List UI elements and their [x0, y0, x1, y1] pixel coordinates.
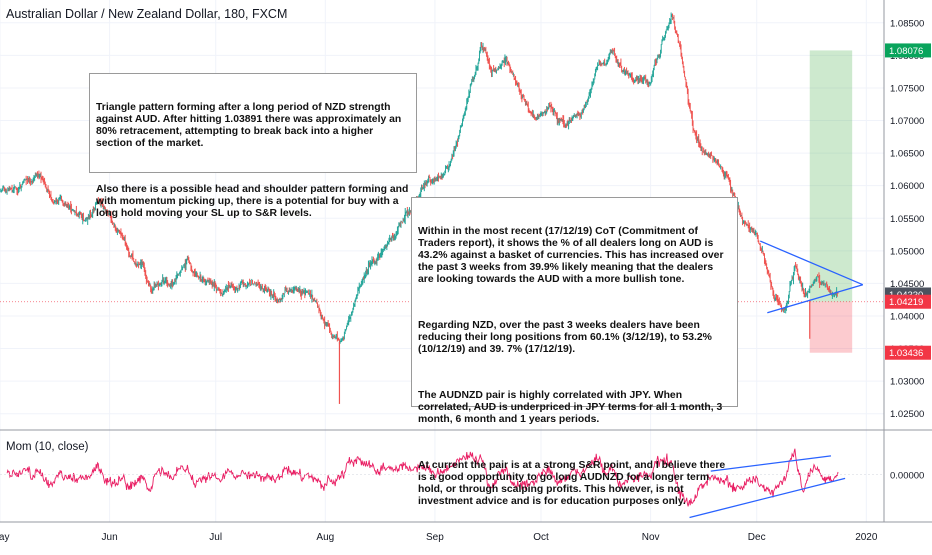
- momentum-tick-label: 0.00000: [890, 470, 924, 481]
- channel-upper-line[interactable]: [710, 455, 832, 472]
- time-axis[interactable]: May Jun Jul Aug Sep Oct Nov Dec 2020: [0, 532, 878, 543]
- long-position-tool[interactable]: [809, 50, 853, 353]
- channel-lower-line[interactable]: [689, 477, 846, 519]
- time-tick-label: Jul: [209, 532, 222, 543]
- momentum-axis[interactable]: 0.00000: [890, 470, 924, 481]
- note-paragraph: Triangle pattern forming after a long pe…: [96, 102, 405, 149]
- position-stop-zone[interactable]: [809, 301, 853, 353]
- price-badge: [885, 43, 931, 58]
- price-tick-label: 1.06500: [890, 149, 924, 160]
- position-target-zone[interactable]: [809, 50, 853, 302]
- momentum-indicator-label[interactable]: Mom (10, close): [6, 441, 89, 453]
- price-tick-label: 1.06000: [890, 181, 924, 192]
- price-tick-label: 1.07000: [890, 116, 924, 127]
- time-tick-label: Dec: [748, 532, 766, 543]
- chart-title: Australian Dollar / New Zealand Dollar, …: [6, 7, 287, 21]
- note-paragraph: Regarding NZD, over the past 3 weeks dea…: [418, 320, 715, 355]
- triangle-pattern[interactable]: [759, 240, 864, 314]
- time-tick-label: Oct: [533, 532, 549, 543]
- price-tick-label: 1.02500: [890, 409, 924, 420]
- time-tick-label: Nov: [642, 532, 660, 543]
- momentum-series: [0, 448, 884, 507]
- momentum-channel[interactable]: [689, 455, 846, 519]
- price-badge-label: 1.03436: [889, 348, 923, 359]
- note-paragraph: At current the pair is at a strong S&R p…: [418, 460, 729, 507]
- note-paragraph: Also there is a possible head and should…: [96, 184, 412, 219]
- price-tick-label: 1.03000: [890, 377, 924, 388]
- price-badge: [885, 345, 931, 360]
- note-paragraph: The AUDNZD pair is highly correlated wit…: [418, 390, 726, 425]
- note-paragraph: Within in the most recent (17/12/19) CoT…: [418, 226, 727, 285]
- time-tick-label: May: [0, 532, 9, 543]
- price-badge: [885, 294, 931, 309]
- price-tick-label: 1.07500: [890, 83, 924, 94]
- price-tick-label: 1.05000: [890, 246, 924, 257]
- candle-series[interactable]: [0, 12, 839, 404]
- time-tick-label: 2020: [855, 532, 878, 543]
- analysis-note-cot[interactable]: Within in the most recent (17/12/19) CoT…: [411, 197, 738, 507]
- triangle-upper-line[interactable]: [759, 240, 864, 286]
- time-tick-label: Aug: [316, 532, 334, 543]
- price-axis[interactable]: 1.085001.080001.075001.070001.065001.060…: [890, 18, 924, 420]
- time-tick-label: Jun: [102, 532, 118, 543]
- triangle-lower-line[interactable]: [767, 284, 863, 314]
- price-badge-label: 1.08076: [889, 46, 923, 57]
- price-tick-label: 1.05500: [890, 214, 924, 225]
- price-tick-label: 1.04500: [890, 279, 924, 290]
- price-tick-label: 1.08500: [890, 18, 924, 29]
- price-badge-label: 1.04219: [889, 297, 923, 308]
- pane-frame: [0, 0, 932, 523]
- price-tick-label: 1.04000: [890, 311, 924, 322]
- time-tick-label: Sep: [426, 532, 444, 543]
- momentum-line: [6, 448, 839, 507]
- analysis-note-triangle[interactable]: Triangle pattern forming after a long pe…: [89, 73, 417, 219]
